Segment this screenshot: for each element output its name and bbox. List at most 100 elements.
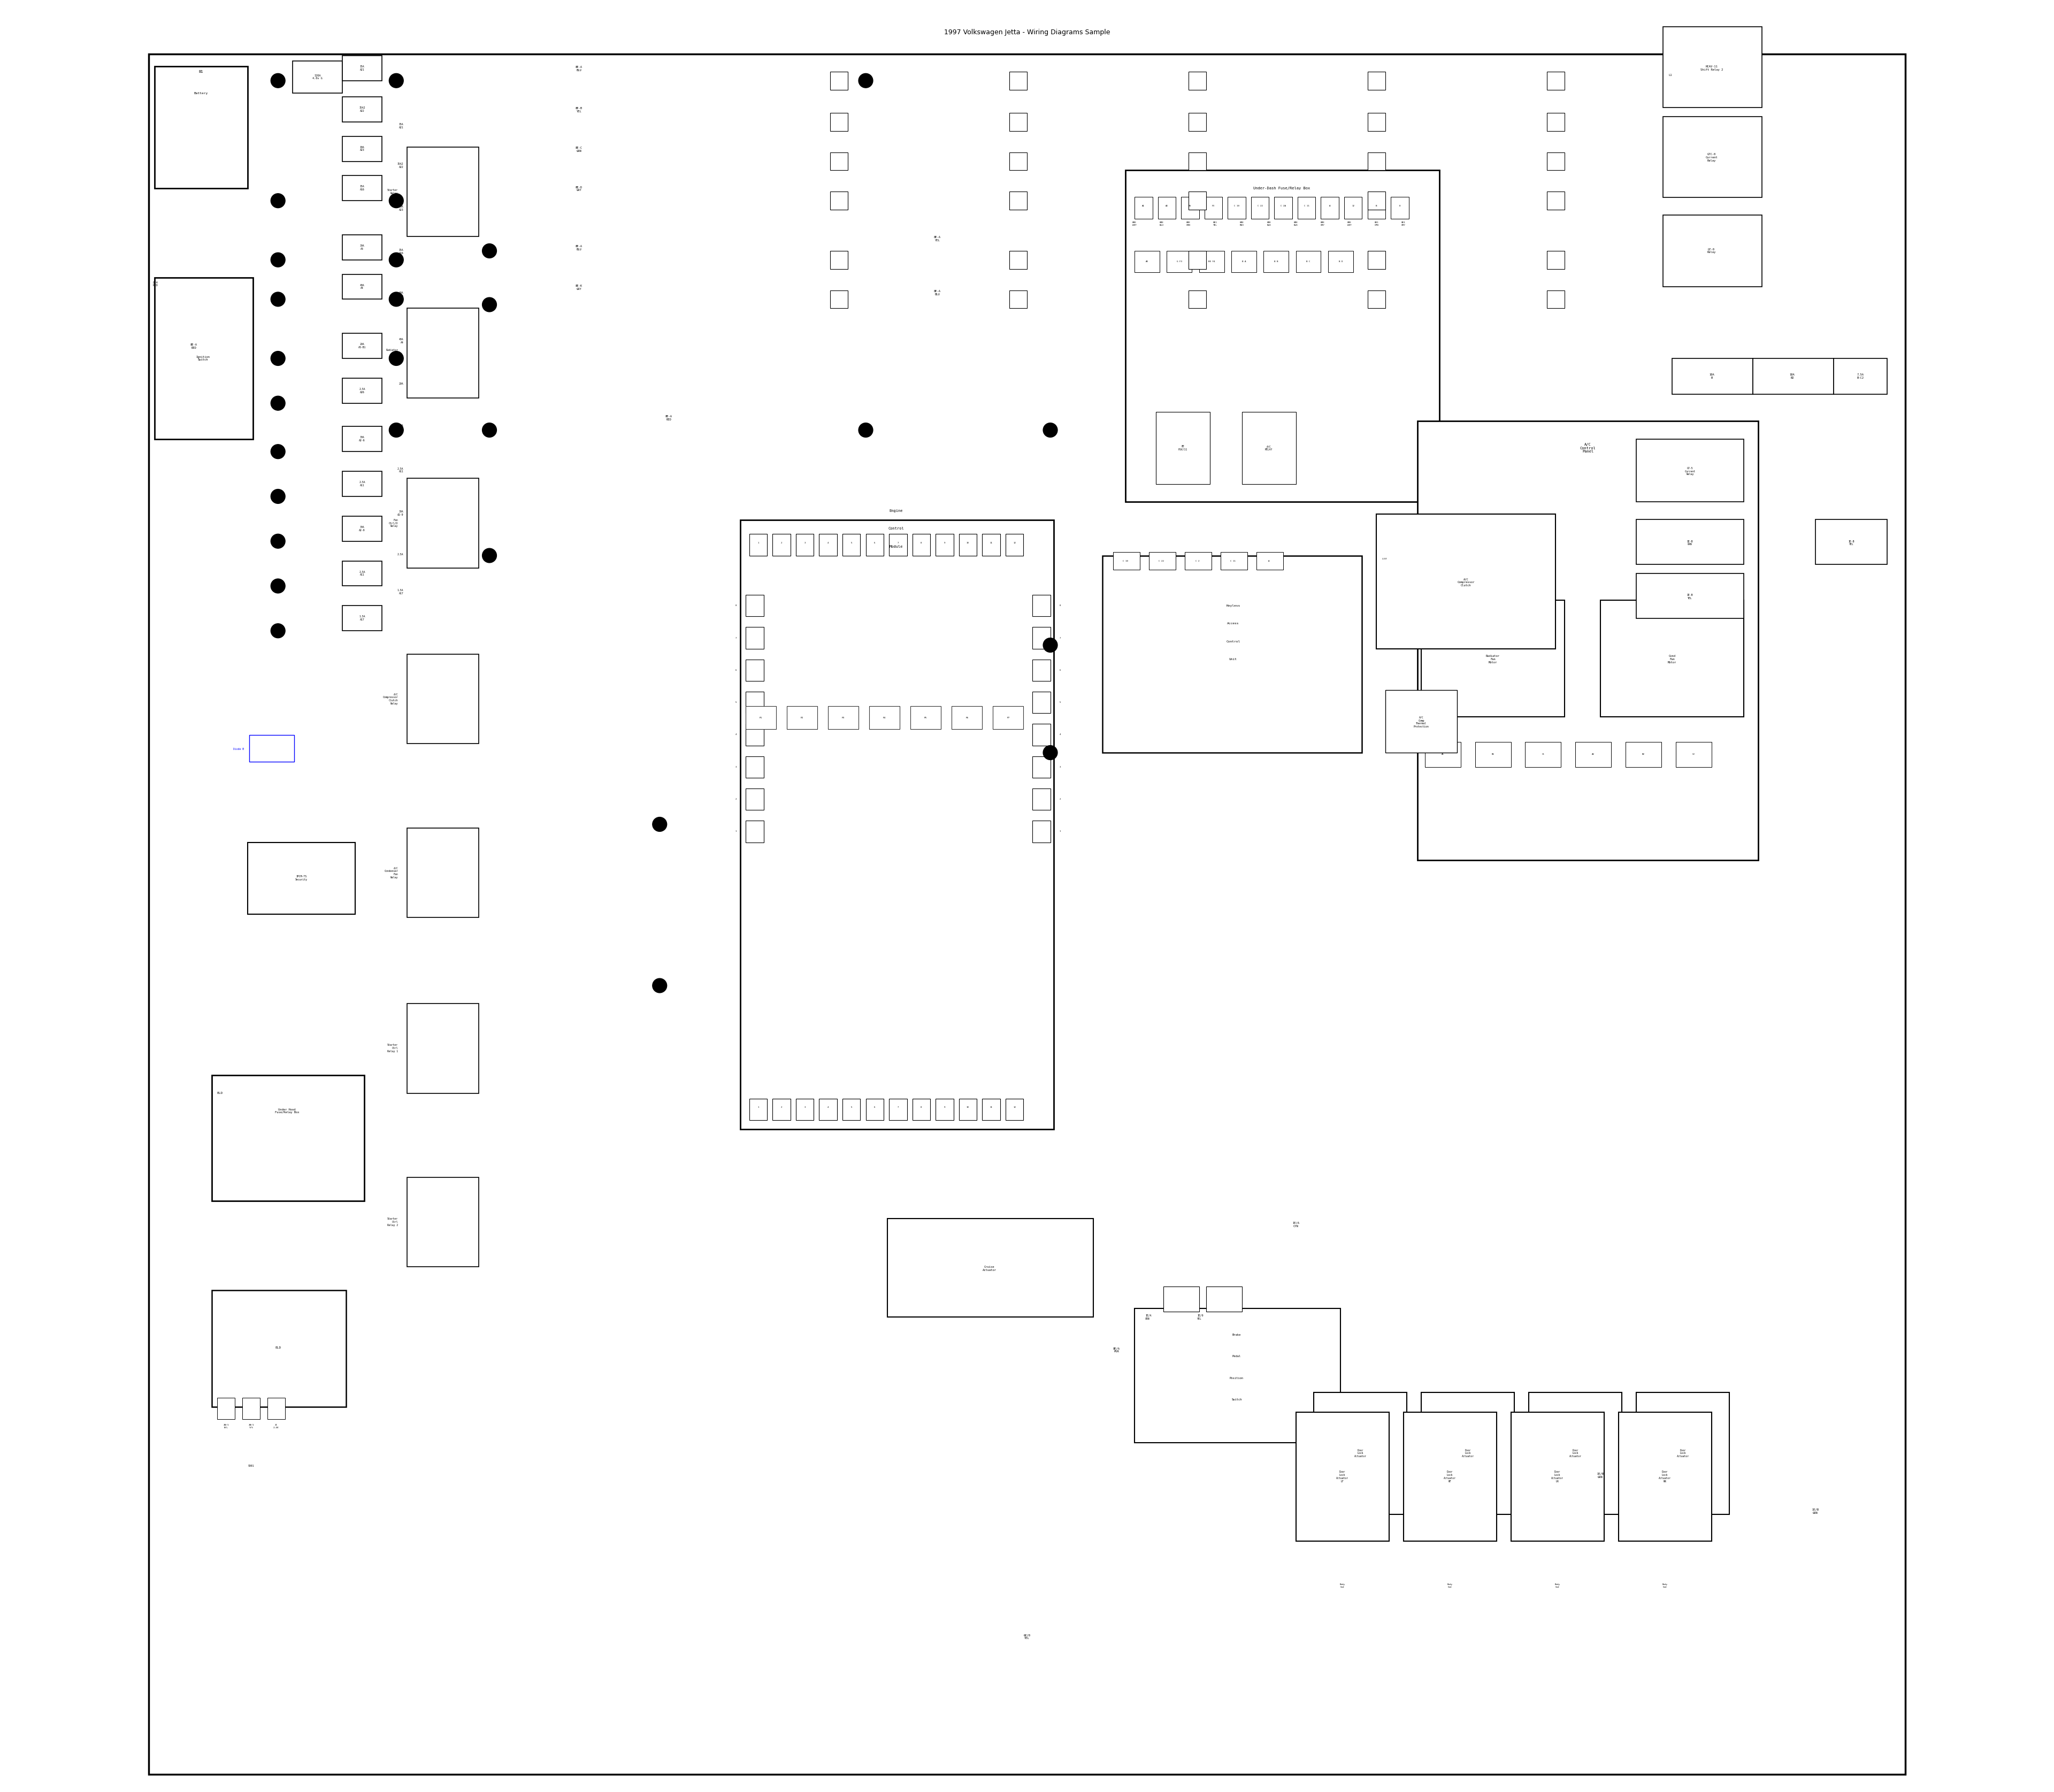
Circle shape	[388, 292, 403, 306]
Bar	[828, 706, 859, 729]
Bar	[746, 706, 776, 729]
Bar	[1384, 690, 1456, 753]
Text: Keyless: Keyless	[1226, 604, 1241, 607]
Bar	[154, 66, 249, 188]
Bar	[218, 1398, 234, 1419]
Text: Access: Access	[1226, 622, 1239, 625]
Bar	[1637, 573, 1744, 618]
Bar	[407, 654, 479, 744]
Text: 8E-A
YEL: 8E-A YEL	[935, 237, 941, 242]
Bar	[1206, 1287, 1243, 1312]
Bar	[820, 1098, 838, 1120]
Text: A1: A1	[1442, 753, 1444, 756]
Text: 1.5A
A17: 1.5A A17	[396, 590, 403, 595]
Bar	[982, 1098, 1000, 1120]
Bar	[746, 692, 764, 713]
Bar	[830, 152, 848, 170]
Text: 6E/0
YEL: 6E/0 YEL	[1023, 1634, 1031, 1640]
Bar	[1156, 412, 1210, 484]
Bar	[1368, 192, 1384, 210]
Text: Door
Lock
Actuator
RR: Door Lock Actuator RR	[1660, 1471, 1672, 1482]
Text: 40A
A4: 40A A4	[359, 283, 364, 290]
Bar	[1158, 197, 1175, 219]
Bar	[1368, 113, 1384, 131]
Text: Door
Lock
Actuator: Door Lock Actuator	[1354, 1450, 1366, 1457]
Text: Under Hood
Fuse/Relay Box: Under Hood Fuse/Relay Box	[275, 1107, 300, 1115]
Circle shape	[271, 534, 286, 548]
Text: 15A
A16: 15A A16	[359, 185, 364, 192]
Text: Door
Lock
Actuator
RF: Door Lock Actuator RF	[1444, 1471, 1456, 1482]
Bar	[1619, 1412, 1711, 1541]
Text: IE/A
GRN: IE/A GRN	[1146, 1314, 1152, 1321]
Bar	[750, 534, 768, 556]
Bar	[1329, 251, 1354, 272]
Circle shape	[271, 351, 286, 366]
Bar	[1368, 152, 1384, 170]
Text: 1997 Volkswagen Jetta - Wiring Diagrams Sample: 1997 Volkswagen Jetta - Wiring Diagrams …	[945, 29, 1109, 36]
Circle shape	[388, 423, 403, 437]
Circle shape	[653, 817, 668, 831]
Text: IE/0
YEL: IE/0 YEL	[1197, 1314, 1204, 1321]
Bar	[772, 1098, 791, 1120]
Bar	[830, 113, 848, 131]
Bar	[1134, 197, 1152, 219]
Text: Cruise
Actuator: Cruise Actuator	[982, 1265, 996, 1272]
Bar	[787, 706, 817, 729]
Bar	[1547, 251, 1565, 269]
Text: 40A
A4: 40A A4	[398, 339, 403, 344]
Bar	[1189, 152, 1206, 170]
Bar	[1185, 552, 1212, 570]
Text: 8E-A
RED: 8E-A RED	[665, 416, 672, 421]
Bar	[1189, 290, 1206, 308]
Text: 15A
A21: 15A A21	[398, 124, 403, 129]
Bar	[1103, 556, 1362, 753]
Bar	[1296, 1412, 1389, 1541]
Text: 10A
B2: 10A B2	[1789, 373, 1795, 380]
Text: P7: P7	[1006, 717, 1011, 719]
Text: ELD: ELD	[275, 1346, 281, 1349]
Bar	[1368, 290, 1384, 308]
Text: 8RE
WHT: 8RE WHT	[1347, 222, 1352, 226]
Text: Door
Lock
Actuator
LF: Door Lock Actuator LF	[1337, 1471, 1349, 1482]
Bar	[1637, 439, 1744, 502]
Bar	[1376, 514, 1555, 649]
Bar	[1547, 152, 1565, 170]
Bar	[746, 595, 764, 616]
Text: C2: C2	[1692, 753, 1695, 756]
Text: 8RE
BLK: 8RE BLK	[1294, 222, 1298, 226]
Bar	[1126, 170, 1440, 502]
Text: B D: B D	[1339, 260, 1343, 263]
Bar	[1204, 197, 1222, 219]
Bar	[1200, 251, 1224, 272]
Text: 10A
A23: 10A A23	[398, 206, 403, 211]
Bar	[982, 534, 1000, 556]
Bar	[1664, 215, 1762, 287]
Text: Brake: Brake	[1232, 1333, 1241, 1337]
Text: 8RE
GRY: 8RE GRY	[1321, 222, 1325, 226]
Bar	[842, 1098, 861, 1120]
Text: 2.5A: 2.5A	[396, 554, 403, 556]
Text: IE/B
GRN: IE/B GRN	[1812, 1509, 1820, 1514]
Text: C/OT: C/OT	[1382, 557, 1386, 561]
Bar	[1189, 72, 1206, 90]
Bar	[1547, 72, 1565, 90]
Bar	[1403, 1412, 1497, 1541]
Text: HCAV-11
Shift Relay 2: HCAV-11 Shift Relay 2	[1701, 65, 1723, 72]
Bar	[889, 534, 908, 556]
Bar	[1167, 251, 1191, 272]
Bar	[750, 1098, 768, 1120]
Bar	[1263, 251, 1288, 272]
Text: 120A
4.0v G: 120A 4.0v G	[312, 73, 322, 81]
Text: Radiator
Fan
Relay: Radiator Fan Relay	[386, 349, 398, 357]
Bar	[1033, 659, 1050, 681]
Circle shape	[1043, 423, 1058, 437]
Circle shape	[483, 423, 497, 437]
Text: Control: Control	[887, 527, 904, 530]
Bar	[1475, 742, 1512, 767]
Circle shape	[1043, 638, 1058, 652]
Bar	[1220, 552, 1247, 570]
Bar	[1033, 821, 1050, 842]
Text: 20A
A3-B1: 20A A3-B1	[357, 342, 366, 349]
Text: IE-B
GRN: IE-B GRN	[1686, 539, 1692, 547]
Bar	[1189, 251, 1206, 269]
